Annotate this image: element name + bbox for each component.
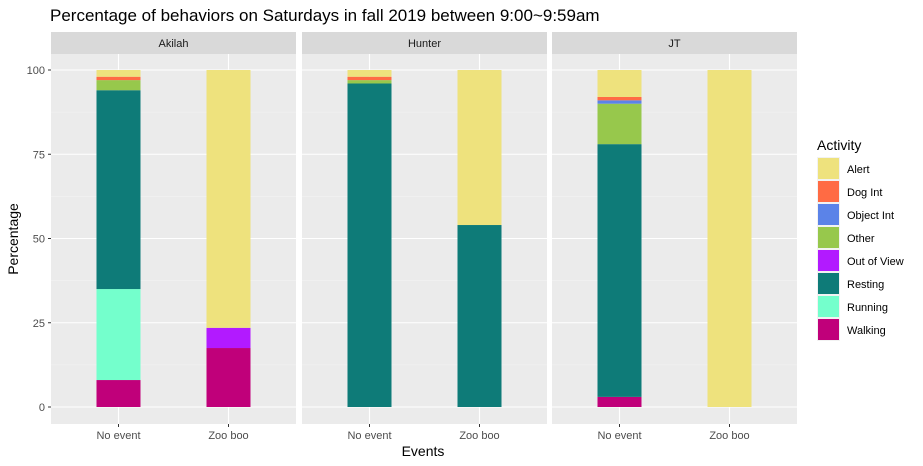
- y-tick-label: 50: [33, 234, 45, 246]
- legend-swatch: [818, 273, 839, 294]
- legend-entry-dog-int: Dog Int: [817, 180, 882, 203]
- facet-strip: [552, 32, 797, 54]
- facet-panels: Akilah Hunter JT: [51, 32, 797, 424]
- panel-hunter: Hunter: [302, 32, 547, 424]
- legend-entry-object-int: Object Int: [817, 203, 894, 226]
- bar-segment-alert: [597, 70, 642, 97]
- legend-swatch: [818, 227, 839, 248]
- legend-swatch: [818, 158, 839, 179]
- bar-segment-walking: [206, 348, 251, 407]
- y-axis-ticks: 0 25 50 75 100: [27, 65, 51, 414]
- chart-title: Percentage of behaviors on Saturdays in …: [50, 6, 600, 25]
- legend-swatch: [818, 181, 839, 202]
- x-axis-title: Events: [402, 443, 445, 459]
- bar-segment-resting: [347, 83, 392, 407]
- facet-strip-label: Akilah: [159, 38, 189, 50]
- bar-segment-dog-int: [347, 76, 392, 81]
- bar-segment-resting: [96, 90, 141, 290]
- panel-jt: JT: [552, 32, 797, 424]
- bar-segment-out-of-view: [206, 327, 251, 349]
- bar-segment-alert: [206, 70, 251, 328]
- x-tick-label: Zoo boo: [208, 430, 248, 442]
- legend-label: Alert: [847, 164, 870, 176]
- y-tick-label: 25: [33, 318, 45, 330]
- x-tick-label: Zoo boo: [459, 430, 499, 442]
- y-axis-title: Percentage: [5, 203, 21, 275]
- panel-akilah: Akilah: [51, 32, 296, 424]
- bar-segment-running: [96, 289, 141, 381]
- legend-swatch: [818, 319, 839, 340]
- bar-stack-zoo-boo: [206, 70, 251, 407]
- bar-segment-walking: [597, 396, 642, 407]
- bar-stack-zoo-boo: [457, 70, 502, 407]
- bar-stack-no-event: [96, 70, 141, 407]
- legend-label: Out of View: [847, 256, 904, 268]
- x-tick-label: No event: [96, 430, 140, 442]
- x-tick-label: No event: [347, 430, 391, 442]
- legend-label: Walking: [847, 325, 886, 337]
- facet-strip-label: JT: [668, 38, 681, 50]
- legend-label: Dog Int: [847, 187, 882, 199]
- bar-segment-dog-int: [597, 96, 642, 101]
- bar-segment-alert: [707, 70, 752, 407]
- y-tick-label: 100: [27, 65, 45, 77]
- bar-segment-alert: [96, 70, 141, 77]
- legend-label: Running: [847, 302, 888, 314]
- y-tick-label: 0: [39, 402, 45, 414]
- legend-entry-running: Running: [817, 295, 888, 318]
- facet-strip: [302, 32, 547, 54]
- y-tick-label: 75: [33, 149, 45, 161]
- legend-swatch: [818, 204, 839, 225]
- legend-entry-resting: Resting: [817, 272, 884, 295]
- bar-segment-other: [347, 80, 392, 84]
- legend-label: Other: [847, 233, 875, 245]
- x-tick-label: Zoo boo: [709, 430, 749, 442]
- bar-segment-other: [597, 103, 642, 145]
- bar-segment-walking: [96, 380, 141, 407]
- legend: Activity Alert Dog Int Object Int Other Out …: [817, 137, 904, 341]
- facet-strip-label: Hunter: [408, 38, 441, 50]
- bar-segment-resting: [597, 144, 642, 397]
- bar-segment-object-int: [597, 100, 642, 104]
- bar-segment-alert: [457, 70, 502, 226]
- legend-swatch: [818, 250, 839, 271]
- legend-entry-walking: Walking: [817, 318, 886, 341]
- x-tick-label: No event: [597, 430, 641, 442]
- legend-label: Object Int: [847, 210, 894, 222]
- facet-strip: [51, 32, 296, 54]
- legend-entry-alert: Alert: [817, 157, 870, 180]
- bar-stack-zoo-boo: [707, 70, 752, 407]
- bar-stack-no-event: [347, 70, 392, 407]
- bar-stack-no-event: [597, 70, 642, 407]
- x-axis-ticks: No event Zoo boo No event Zoo boo No event Zo…: [96, 424, 750, 442]
- legend-entry-other: Other: [817, 226, 875, 249]
- legend-swatch: [818, 296, 839, 317]
- bar-segment-other: [96, 80, 141, 91]
- bar-segment-alert: [347, 70, 392, 77]
- legend-entry-out-of-view: Out of View: [817, 249, 904, 272]
- bar-segment-dog-int: [96, 76, 141, 81]
- bar-segment-resting: [457, 225, 502, 407]
- legend-label: Resting: [847, 279, 884, 291]
- legend-title: Activity: [817, 137, 861, 153]
